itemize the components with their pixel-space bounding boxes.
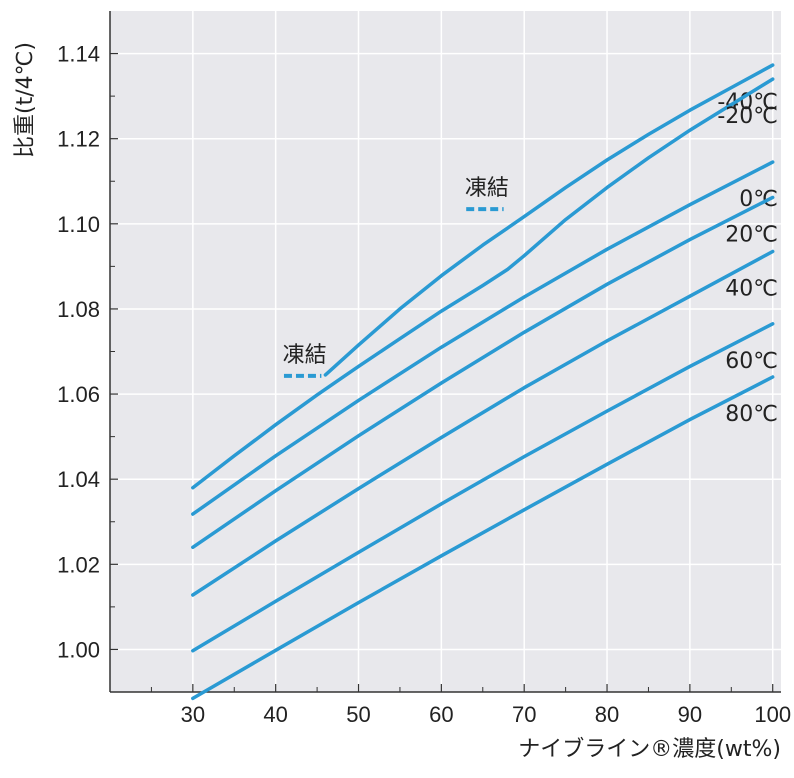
- series-label-5: 60℃: [725, 349, 778, 374]
- series-label-6: 80℃: [725, 402, 778, 427]
- x-tick-label-0: 30: [181, 702, 205, 727]
- y-tick-label-3: 1.06: [57, 382, 100, 407]
- series-line-4: [191, 249, 775, 597]
- series-label-4: 40℃: [725, 276, 778, 301]
- y-tick-label-2: 1.04: [57, 467, 100, 492]
- x-tick-label-2: 50: [346, 702, 370, 727]
- y-tick-label-5: 1.10: [57, 212, 100, 237]
- y-tick-label-0: 1.00: [57, 637, 100, 662]
- series-label-1: -20℃: [717, 104, 778, 129]
- freeze-label-1: 凍結: [465, 176, 509, 201]
- x-tick-label-7: 100: [754, 702, 791, 727]
- y-tick-label-7: 1.14: [57, 42, 100, 67]
- series-label-3: 20℃: [725, 222, 778, 247]
- series-line-0: [323, 63, 775, 377]
- series-line-1: [191, 77, 775, 490]
- series-line-2: [191, 160, 775, 516]
- x-tick-label-6: 90: [678, 702, 702, 727]
- y-tick-label-1: 1.02: [57, 552, 100, 577]
- x-axis-title: ナイブライン®濃度(wt%): [518, 737, 781, 762]
- x-tick-label-1: 40: [263, 702, 287, 727]
- y-axis-title: 比重(t/4℃): [13, 42, 38, 158]
- plot-background: [110, 11, 781, 692]
- x-tick-label-4: 70: [512, 702, 536, 727]
- x-tick-label-3: 60: [429, 702, 453, 727]
- series-line-5: [191, 322, 775, 653]
- frame-layer: [109, 11, 781, 693]
- series-layer: -40℃-20℃0℃20℃40℃60℃80℃: [191, 63, 778, 701]
- series-line-6: [191, 375, 775, 701]
- x-tick-label-5: 80: [595, 702, 619, 727]
- y-tick-label-4: 1.08: [57, 297, 100, 322]
- series-line-3: [191, 195, 775, 550]
- y-tick-label-6: 1.12: [57, 127, 100, 152]
- freeze-label-0: 凍結: [283, 343, 327, 368]
- tick-layer: 30 40 50 60 70 80 90 100 1.00 1.02 1.04 1.06 1.08 1.1…: [57, 42, 791, 727]
